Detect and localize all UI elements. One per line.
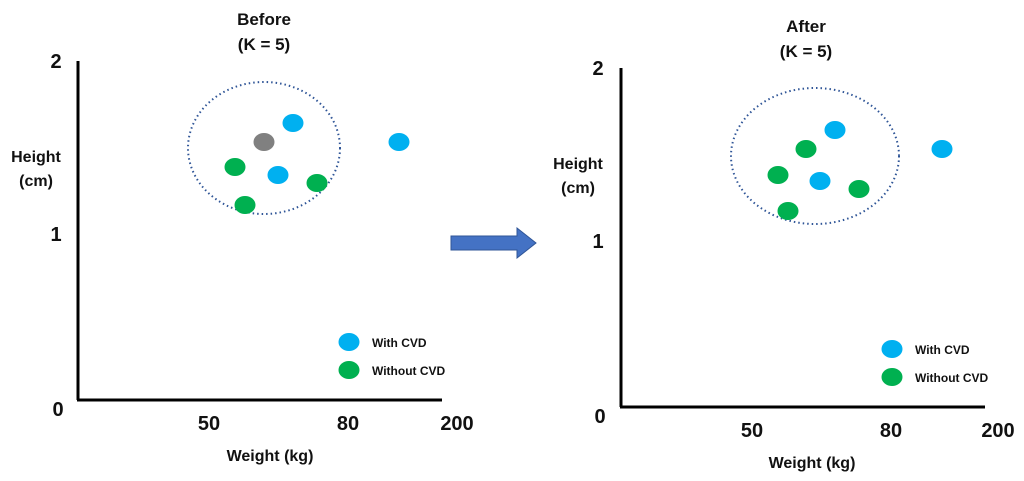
before-title: Before (237, 10, 291, 29)
before-legend-with-cvd-marker (338, 333, 360, 351)
after-legend-with-cvd-label: With CVD (915, 343, 970, 357)
before-y-axis-label: Height (11, 149, 61, 166)
before-y-axis-unit: (cm) (19, 173, 53, 190)
after-legend-with-cvd-marker (881, 340, 903, 358)
after-point-without-cvd (848, 180, 870, 198)
after-point-with-cvd (809, 172, 831, 190)
before-point-without-cvd (234, 196, 256, 214)
right-arrow-icon (450, 226, 537, 260)
before-legend-with-cvd-label: With CVD (372, 336, 427, 350)
after-legend-without-cvd-label: Without CVD (915, 371, 989, 385)
after-panel: After (K = 5) 2 1 0 50 80 200 Weight (kg… (553, 17, 1015, 472)
before-legend-without-cvd-label: Without CVD (372, 364, 446, 378)
before-x-tick: 80 (337, 413, 359, 435)
after-x-axis-label: Weight (kg) (769, 455, 856, 472)
after-legend-without-cvd-marker (881, 368, 903, 386)
before-legend-without-cvd-marker (338, 361, 360, 379)
before-k-label: (K = 5) (238, 35, 290, 54)
after-point-with-cvd (824, 121, 846, 139)
after-point-without-cvd (767, 166, 789, 184)
before-y-tick: 1 (50, 224, 61, 246)
before-point-without-cvd (306, 174, 328, 192)
before-panel: Before (K = 5) 2 1 0 50 80 200 Weight (k… (11, 10, 474, 465)
before-point-with-cvd (267, 166, 289, 184)
after-y-tick: 1 (592, 231, 603, 253)
after-y-axis-label: Height (553, 156, 603, 173)
before-point-without-cvd (224, 158, 246, 176)
after-title: After (786, 17, 826, 36)
before-x-tick: 50 (198, 413, 220, 435)
before-point-with-cvd (388, 133, 410, 151)
after-point-without-cvd (795, 140, 817, 158)
after-point-with-cvd (931, 140, 953, 158)
after-k-label: (K = 5) (780, 42, 832, 61)
before-y-tick: 2 (50, 51, 61, 73)
after-y-tick: 0 (594, 406, 605, 428)
before-x-axis-label: Weight (kg) (227, 448, 314, 465)
after-x-tick: 80 (880, 420, 902, 442)
after-x-tick: 200 (981, 420, 1014, 442)
after-neighborhood-circle (730, 87, 900, 225)
after-y-tick: 2 (592, 58, 603, 80)
before-y-tick: 0 (52, 399, 63, 421)
before-x-tick: 200 (440, 413, 473, 435)
after-x-tick: 50 (741, 420, 763, 442)
after-point-without-cvd (777, 202, 799, 220)
before-query-point (253, 133, 275, 151)
before-point-with-cvd (282, 114, 304, 132)
after-y-axis-unit: (cm) (561, 180, 595, 197)
before-neighborhood-circle (187, 81, 341, 215)
